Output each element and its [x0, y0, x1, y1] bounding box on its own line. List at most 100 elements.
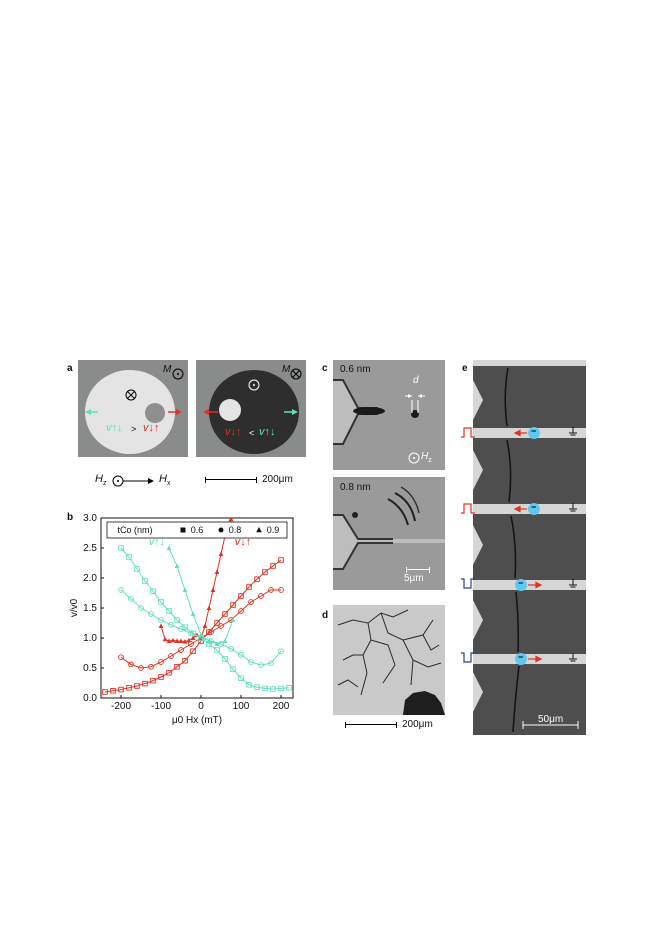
marker-circle [128, 596, 134, 602]
marker-square [174, 664, 180, 670]
legend-marker-triangle [256, 527, 262, 533]
panel-e-charge-4: − [518, 652, 524, 662]
marker-circle [238, 651, 244, 658]
legend-label: 0.9 [267, 525, 280, 535]
marker-triangle [214, 641, 220, 646]
panel-label-d: d [322, 610, 329, 621]
marker-triangle [178, 638, 184, 643]
marker-square [158, 599, 164, 605]
marker-square [142, 578, 148, 584]
marker-triangle [158, 623, 164, 628]
legend-title: tCo (nm) [117, 525, 152, 535]
panel-a-lt: < [249, 428, 255, 438]
marker-triangle [190, 635, 196, 640]
marker-circle [228, 645, 234, 652]
panel-c-thickness-bottom: 0.8 nm [340, 482, 371, 493]
marker-circle [268, 587, 274, 593]
panel-e-charge-2: − [531, 502, 537, 512]
marker-circle [178, 647, 184, 653]
marker-square [254, 684, 260, 690]
marker-triangle [206, 638, 212, 643]
marker-square [230, 602, 236, 608]
marker-square [166, 670, 172, 676]
marker-circle [258, 662, 264, 668]
panel-a-Hx: Hx [159, 473, 171, 488]
marker-circle [238, 608, 244, 614]
panel-a-field-arrow [112, 475, 154, 487]
x-tick-label: -100 [151, 701, 171, 712]
marker-triangle [222, 638, 228, 643]
panel-b-chart: -200 -100 0 100 200 0.0 0.5 1.0 1.5 2.0 2.5 3.0 μ0 H… [69, 513, 294, 726]
marker-square [246, 584, 252, 590]
panel-d-scalebar [345, 722, 397, 728]
panel-a-scalebar [205, 477, 257, 483]
marker-circle [118, 587, 124, 593]
series-line-4 [120, 589, 282, 666]
panel-c-Hz: Hz [421, 451, 432, 464]
marker-circle [188, 641, 194, 647]
marker-triangle [206, 605, 212, 610]
marker-square [142, 680, 148, 687]
panel-c-scalebar [406, 567, 430, 573]
panel-a-v-up-down-right: v↑↓ [259, 426, 276, 438]
marker-triangle [162, 636, 168, 642]
panel-c-thickness-top: 0.6 nm [340, 364, 371, 375]
panel-label-a: a [67, 363, 73, 374]
series-line-1 [120, 589, 281, 669]
panel-a-v-down-up-right: v↓↑ [225, 426, 242, 438]
legend-label: 0.6 [191, 525, 204, 535]
marker-square [254, 576, 260, 582]
marker-triangle [174, 563, 180, 568]
marker-square [262, 685, 268, 692]
marker-square [246, 682, 252, 688]
marker-circle [118, 654, 124, 661]
y-tick-label: 1.0 [83, 633, 97, 644]
y-tick-label: 1.5 [83, 603, 97, 614]
marker-square [158, 674, 164, 680]
marker-square [174, 617, 180, 623]
marker-square [166, 608, 172, 614]
marker-circle [158, 617, 164, 623]
marker-triangle [230, 617, 236, 622]
marker-square [286, 685, 292, 691]
marker-circle [168, 653, 174, 659]
marker-square [102, 689, 108, 695]
marker-circle [218, 623, 224, 629]
x-axis-label: μ0 Hx (mT) [172, 715, 222, 726]
panel-a-image-left [78, 360, 188, 457]
marker-triangle [218, 551, 224, 556]
panel-e-image [473, 360, 586, 735]
pulse-negative-icon-1 [461, 578, 475, 589]
y-tick-label: 2.0 [83, 573, 97, 584]
panel-c-scale-label: 5μm [404, 573, 424, 584]
marker-square [118, 545, 124, 551]
marker-triangle [174, 638, 180, 643]
marker-square [270, 686, 276, 692]
marker-square [110, 688, 116, 694]
x-tick-label: 0 [198, 701, 204, 712]
panel-a-M-label-right: M [282, 364, 291, 375]
marker-triangle [182, 587, 188, 592]
panel-a-M-label: M [163, 364, 172, 375]
marker-triangle [214, 569, 220, 574]
marker-square [278, 685, 284, 692]
panel-e-charge-3: − [518, 578, 524, 588]
y-tick-label: 0.0 [83, 693, 97, 704]
marker-circle [258, 593, 264, 599]
marker-square [150, 677, 156, 684]
marker-circle [138, 665, 144, 671]
legend-label: 0.8 [229, 525, 242, 535]
marker-triangle [166, 545, 172, 550]
panel-c-image-top [333, 360, 445, 470]
series-line-3 [120, 547, 290, 690]
panel-a-scale-label: 200μm [262, 474, 293, 485]
marker-square [262, 569, 268, 575]
marker-circle [248, 659, 254, 665]
legend-marker-circle [218, 527, 224, 533]
panel-e-scale-label: 50μm [538, 714, 564, 725]
panel-a-v-down-up: v↓↑ [143, 422, 160, 434]
panel-d-scale-label: 200μm [402, 719, 433, 730]
marker-square [214, 647, 220, 653]
marker-triangle [210, 587, 216, 592]
marker-square [214, 620, 220, 626]
